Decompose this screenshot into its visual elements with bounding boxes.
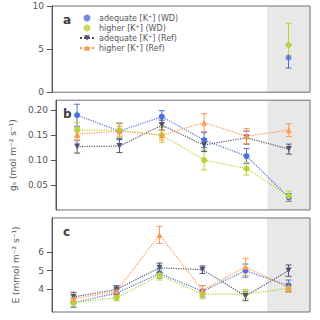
- svg-text:0.05: 0.05: [28, 180, 48, 190]
- svg-text:adequate [K⁺] (Ref): adequate [K⁺] (Ref): [99, 34, 177, 43]
- svg-text:higher [K⁺] (Ref): higher [K⁺] (Ref): [99, 44, 165, 53]
- svg-text:gₛ (mol m⁻² s⁻¹): gₛ (mol m⁻² s⁻¹): [8, 119, 18, 191]
- svg-text:10: 10: [33, 1, 45, 11]
- svg-text:5: 5: [38, 266, 44, 276]
- svg-text:4: 4: [38, 284, 44, 294]
- svg-text:b: b: [63, 107, 72, 121]
- svg-text:0.10: 0.10: [28, 155, 48, 165]
- svg-text:0: 0: [38, 87, 44, 97]
- svg-text:6: 6: [38, 247, 44, 257]
- svg-text:0.20: 0.20: [28, 105, 48, 115]
- svg-text:c: c: [63, 225, 70, 239]
- svg-text:0.15: 0.15: [28, 130, 48, 140]
- svg-text:higher [K⁺] (WD): higher [K⁺] (WD): [99, 24, 166, 33]
- svg-text:5: 5: [38, 44, 44, 54]
- svg-text:adequate [K⁺] (WD): adequate [K⁺] (WD): [99, 14, 178, 23]
- svg-text:E (mmol m⁻² s⁻¹): E (mmol m⁻² s⁻¹): [11, 226, 21, 303]
- svg-text:a: a: [63, 13, 71, 27]
